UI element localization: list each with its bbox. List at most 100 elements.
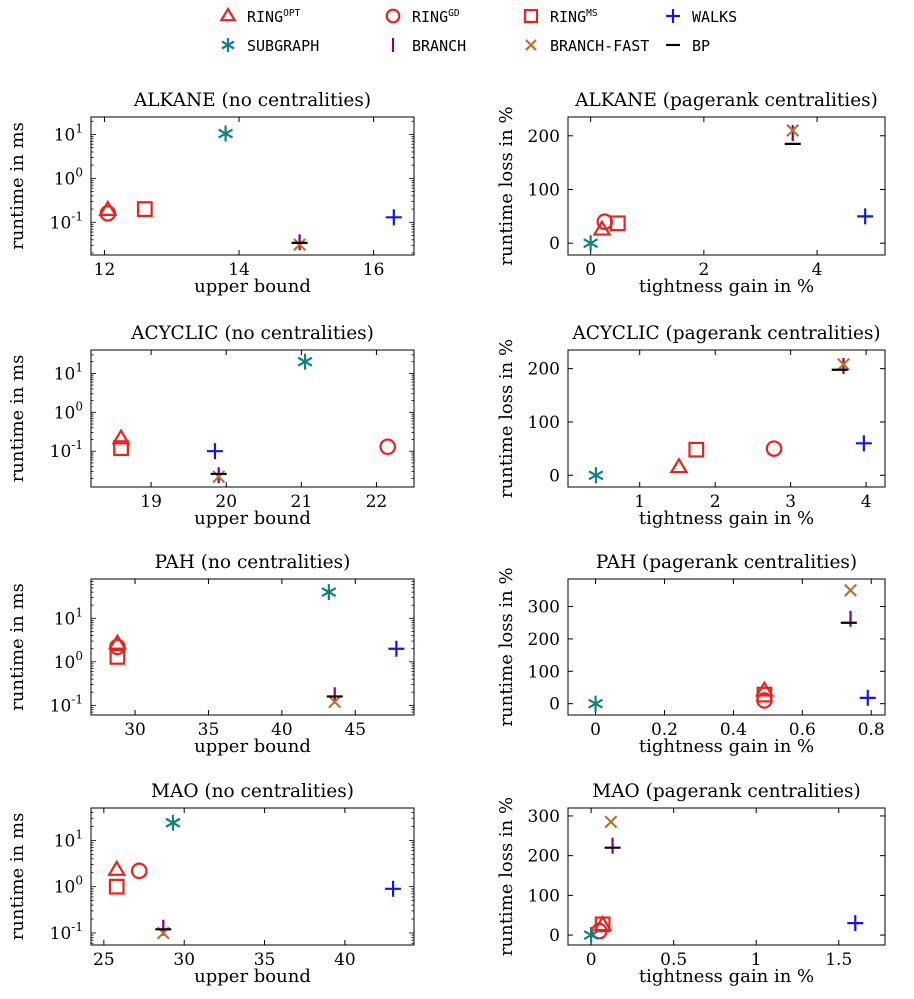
x-tick-label: 4 xyxy=(861,492,872,512)
point-ring_gd xyxy=(765,440,783,457)
point-branch_fast xyxy=(786,123,800,137)
x-axis: 0 0.2 0.4 0.6 0.8 xyxy=(590,579,885,740)
data-points xyxy=(583,815,864,944)
point-walks xyxy=(859,689,876,706)
y-tick-label: 101 xyxy=(54,121,83,145)
legend-item-ring_gd: RINGGD xyxy=(385,8,460,26)
legend-label-branch_fast: BRANCH-FAST xyxy=(550,37,649,55)
point-ring_gd xyxy=(99,205,117,222)
y-axis-label: runtime loss in % xyxy=(496,339,517,498)
legend-item-walks: WALKS xyxy=(666,8,737,26)
plot-frame xyxy=(90,807,415,946)
x-tick-label: 1 xyxy=(634,492,645,512)
chart-title: ACYCLIC (pagerank centralities) xyxy=(571,323,880,344)
legend-label-walks: WALKS xyxy=(692,8,737,26)
x-axis: 19 20 21 22 xyxy=(140,350,387,512)
data-points xyxy=(588,583,876,712)
plot-frame xyxy=(567,116,886,256)
point-ring_ms xyxy=(113,440,129,457)
chart-panel-4: ACYCLIC (pagerank centralities) 1 2 3 4 tight… xyxy=(496,323,886,529)
x-tick-label: 25 xyxy=(93,950,115,970)
legend-label-text: RING xyxy=(412,8,448,26)
x-axis: 12 14 16 xyxy=(94,117,385,280)
y-axis-label: runtime in ms xyxy=(7,583,28,711)
y-tick-label: 100 xyxy=(54,874,83,898)
chart-panel-7: MAO (no centralities) 25 30 35 40 upper bound… xyxy=(7,781,415,987)
x-tick-label: 20 xyxy=(215,492,237,512)
x-axis-label: upper bound xyxy=(194,966,311,987)
x-axis-label: upper bound xyxy=(194,508,311,529)
x-tick-label: 45 xyxy=(344,720,366,740)
point-subgraph xyxy=(165,814,181,831)
point-ring_gd xyxy=(379,438,397,456)
plot-frame xyxy=(90,116,415,256)
y-axis: 10-1 100 101 xyxy=(50,807,414,944)
chart-panel-3: ACYCLIC (no centralities) 19 20 21 22 upper b… xyxy=(7,323,415,529)
x-tick-label: 0.4 xyxy=(720,720,747,740)
chart-title: MAO (no centralities) xyxy=(151,781,354,802)
legend-marker-ring_gd xyxy=(385,8,401,24)
chart-title: ACYCLIC (no centralities) xyxy=(130,323,374,344)
point-ring_ms xyxy=(756,686,773,703)
legend-label-branch: BRANCH xyxy=(412,37,466,55)
point-subgraph xyxy=(218,125,234,142)
point-walks xyxy=(385,209,402,226)
y-tick-label: 101 xyxy=(54,360,83,384)
point-branch_fast xyxy=(604,815,618,829)
point-walks xyxy=(847,915,864,932)
x-axis: 0 0.5 1 1.5 xyxy=(586,808,852,970)
y-tick-label: 300 xyxy=(528,598,560,618)
chart-title: PAH (no centralities) xyxy=(155,552,351,573)
chart-panel-5: PAH (no centralities) 30 35 40 45 upper bound… xyxy=(7,552,415,757)
y-tick-label: 10-1 xyxy=(50,920,83,944)
point-ring_opt xyxy=(107,859,127,876)
y-tick-label: 100 xyxy=(54,399,83,423)
y-tick-label: 100 xyxy=(528,662,560,682)
x-tick-label: 21 xyxy=(291,492,313,512)
x-axis: 25 30 35 40 xyxy=(93,808,356,970)
x-tick-label: 0 xyxy=(586,950,597,970)
legend-marker-walks xyxy=(666,9,680,23)
legend-marker-ring_ms xyxy=(523,8,539,24)
y-axis: 0 100 200 xyxy=(528,127,885,254)
chart-title: PAH (pagerank centralities) xyxy=(596,552,857,573)
y-tick-label: 0 xyxy=(549,695,560,715)
x-tick-label: 0 xyxy=(590,720,601,740)
point-subgraph xyxy=(588,467,604,484)
legend-label-sup: GD xyxy=(448,8,460,19)
y-axis: 0 100 200 xyxy=(528,360,885,486)
point-ring_ms xyxy=(594,916,611,933)
x-tick-label: 16 xyxy=(363,260,385,280)
legend-item-branch_fast: BRANCH-FAST xyxy=(525,37,649,55)
y-tick-label: 100 xyxy=(528,886,560,906)
legend-label-subgraph: SUBGRAPH xyxy=(247,37,319,55)
point-subgraph xyxy=(583,235,599,252)
legend-label-ring_ms: RINGMS xyxy=(550,8,598,26)
chart-panel-2: ALKANE (pagerank centralities) 0 2 4tightne… xyxy=(496,90,886,297)
y-tick-label: 100 xyxy=(528,180,560,200)
plot-frame xyxy=(567,807,886,946)
legend-marker-branch_fast xyxy=(525,39,537,51)
point-walks xyxy=(206,443,223,460)
y-tick-label: 0 xyxy=(549,234,560,254)
point-ring_gd xyxy=(130,862,148,880)
data-points xyxy=(111,353,397,484)
x-tick-label: 2 xyxy=(698,260,709,280)
x-axis-label: tightness gain in % xyxy=(639,736,814,757)
chart-panel-1: ALKANE (no centralities) 12 14 16 upper boun… xyxy=(7,90,415,297)
x-tick-label: 1.5 xyxy=(825,950,852,970)
x-axis-label: tightness gain in % xyxy=(639,966,814,987)
x-tick-label: 19 xyxy=(140,492,162,512)
legend-item-branch: BRANCH xyxy=(391,37,466,55)
x-axis: 1 2 3 4 xyxy=(634,350,872,512)
point-subgraph xyxy=(588,695,604,712)
point-ring_ms xyxy=(136,201,153,217)
x-axis-label: upper bound xyxy=(194,276,311,297)
legend-item-ring_opt: RINGOPT xyxy=(219,6,301,26)
y-axis: 10-1 100 101 xyxy=(50,578,414,716)
point-ring_opt xyxy=(669,457,689,474)
point-ring_ms xyxy=(108,878,125,895)
y-tick-label: 100 xyxy=(54,165,83,189)
